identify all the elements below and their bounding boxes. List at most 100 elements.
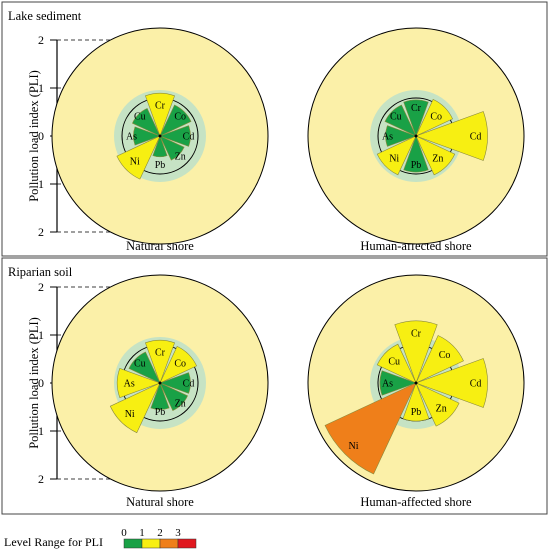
petal-label-zn: Zn xyxy=(175,152,186,163)
y-tick-label: 2 xyxy=(38,472,44,486)
petal-label-co: Co xyxy=(174,111,186,122)
y-tick-label: 1 xyxy=(38,424,44,438)
y-tick-label: 2 xyxy=(38,33,44,47)
rose-charts: Cr Co Cd Zn Pb Ni As Cu Cr Co Cd Zn Pb Ni As Cu Cr Co Cd Zn… xyxy=(51,27,525,492)
petal-zn xyxy=(159,382,188,411)
petal-cu xyxy=(384,104,417,137)
chart-label-lake-human: Human-affected shore xyxy=(360,239,472,253)
petal-cu xyxy=(132,108,161,137)
petal-ni xyxy=(324,382,417,475)
legend-swatch-0 xyxy=(123,538,143,549)
panel-frame-lake-sediment xyxy=(1,1,548,257)
petal-label-cd: Cd xyxy=(183,132,195,143)
petal-label-pb: Pb xyxy=(411,407,422,418)
y-tick-label: 0 xyxy=(38,376,44,390)
petal-label-cu: Cu xyxy=(134,111,146,122)
petal-cr xyxy=(145,92,175,137)
rose-chart-riparian-soil-natural-shore: Cr Co Cd Zn Pb Ni As Cu xyxy=(51,274,269,492)
petal-label-cu: Cu xyxy=(390,111,402,122)
y-axis-title-bottom: Pollution load index (PLI) xyxy=(27,317,41,449)
petal-cd xyxy=(415,358,488,408)
petal-label-zn: Zn xyxy=(436,404,447,415)
center-dot xyxy=(158,134,162,138)
petal-label-cr: Cr xyxy=(411,329,422,340)
petal-label-as: As xyxy=(124,379,135,390)
petal-zn xyxy=(415,135,456,176)
y-tick-label: 1 xyxy=(38,177,44,191)
petal-label-co: Co xyxy=(439,350,451,361)
petal-as xyxy=(133,126,161,146)
petal-label-ni: Ni xyxy=(125,409,135,420)
chart-label-soil-natural: Natural shore xyxy=(126,495,194,509)
rose-chart-lake-sediment-natural-shore: Cr Co Cd Zn Pb Ni As Cu xyxy=(51,27,269,245)
petal-ni xyxy=(376,135,417,176)
petal-cd xyxy=(159,372,191,394)
petal-label-pb: Pb xyxy=(155,407,166,418)
y-axis-title-top: Pollution load index (PLI) xyxy=(27,70,41,202)
petal-as xyxy=(116,368,161,398)
petal-co xyxy=(415,99,453,137)
panel-title-lake-sediment: Lake sediment xyxy=(8,9,82,23)
petal-label-ni: Ni xyxy=(130,157,140,168)
legend-title: Level Range for PLI xyxy=(4,535,103,549)
legend-swatch-3 xyxy=(177,538,197,549)
petal-label-as: As xyxy=(382,379,393,390)
petal-co xyxy=(159,104,192,137)
petal-cu xyxy=(376,343,417,384)
petal-cd xyxy=(415,111,488,161)
petal-cu xyxy=(128,351,161,384)
petal-cr xyxy=(145,339,175,384)
petal-as xyxy=(385,125,417,147)
legend-tick-label: 2 xyxy=(157,527,163,539)
petal-pb xyxy=(403,135,429,173)
legend-tick-label: 1 xyxy=(139,527,145,539)
petal-as xyxy=(379,370,417,396)
legend-swatch-1 xyxy=(141,538,161,549)
panel-frame-riparian-soil xyxy=(1,257,548,515)
petal-pb xyxy=(152,135,168,158)
rose-chart-riparian-soil-human-affected-shore: Cr Co Cd Zn Pb Ni As Cu xyxy=(307,274,525,492)
petal-cr xyxy=(403,99,429,137)
panel-title-riparian-soil: Riparian soil xyxy=(8,265,73,279)
petal-label-cd: Cd xyxy=(470,379,482,390)
center-dot xyxy=(414,134,418,138)
y-tick-label: 1 xyxy=(38,81,44,95)
legend-swatch-2 xyxy=(159,538,179,549)
petal-label-co: Co xyxy=(174,358,186,369)
y-tick-label: 0 xyxy=(38,129,44,143)
petal-pb xyxy=(150,382,170,410)
petal-label-ni: Ni xyxy=(389,153,399,164)
petal-label-pb: Pb xyxy=(155,160,166,171)
petal-cr xyxy=(394,320,438,384)
petal-label-pb: Pb xyxy=(411,160,422,171)
petal-ni xyxy=(109,382,161,434)
petal-label-ni: Ni xyxy=(349,441,359,452)
legend-tick-label: 0 xyxy=(121,527,127,539)
petal-label-cu: Cu xyxy=(388,357,400,368)
rose-chart-lake-sediment-human-affected-shore: Cr Co Cd Zn Pb Ni As Cu xyxy=(307,27,525,245)
petal-label-co: Co xyxy=(430,111,442,122)
petal-label-cr: Cr xyxy=(411,103,422,114)
petal-zn xyxy=(159,135,185,161)
petal-ni xyxy=(116,135,161,180)
petal-label-cd: Cd xyxy=(183,379,195,390)
petal-label-zn: Zn xyxy=(175,399,186,410)
petal-label-cd: Cd xyxy=(470,132,482,143)
petal-co xyxy=(415,335,464,384)
petal-label-as: As xyxy=(126,132,137,143)
center-dot xyxy=(414,381,418,385)
y-tick-label: 2 xyxy=(38,280,44,294)
petal-label-cu: Cu xyxy=(134,358,146,369)
legend-tick-label: 3 xyxy=(175,527,181,539)
petal-zn xyxy=(415,382,460,427)
petal-cd xyxy=(159,125,191,147)
petal-co xyxy=(159,346,197,384)
chart-label-soil-human: Human-affected shore xyxy=(360,495,472,509)
y-tick-label: 2 xyxy=(38,225,44,239)
center-dot xyxy=(158,381,162,385)
petal-pb xyxy=(402,382,430,422)
petal-label-cr: Cr xyxy=(155,101,166,112)
petal-label-as: As xyxy=(382,132,393,143)
